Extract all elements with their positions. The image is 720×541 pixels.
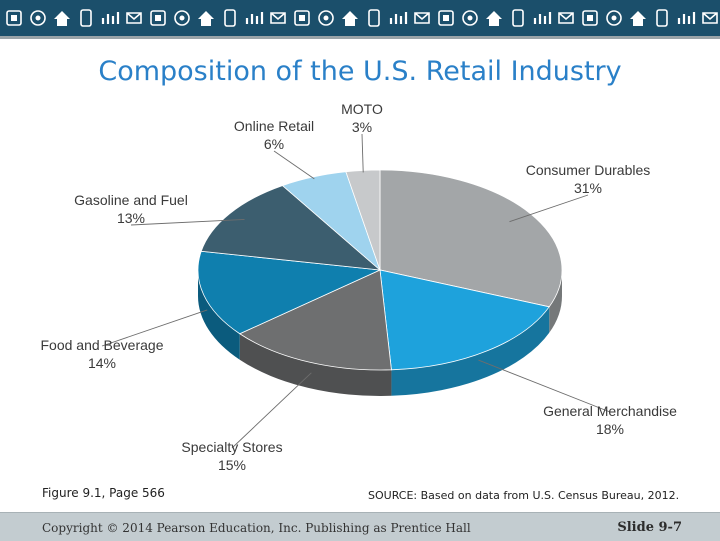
slice-label-specialty-stores: Specialty Stores	[181, 439, 282, 455]
pie-labels: Consumer Durables 31% General Merchandise 1…	[41, 101, 678, 473]
building-icon	[294, 10, 310, 26]
slice-label-consumer-durables: Consumer Durables	[526, 162, 651, 178]
slice-value-online-retail: 6%	[264, 136, 284, 152]
phone-icon	[174, 10, 190, 26]
page-title: Composition of the U.S. Retail Industry	[98, 56, 622, 87]
at-icon	[150, 10, 166, 26]
pie-side-food-and-beverage	[198, 270, 240, 360]
copyright-text: Copyright © 2014 Pearson Education, Inc.…	[42, 521, 471, 535]
tablet-icon	[30, 10, 46, 26]
house-icon	[80, 9, 92, 27]
phone-icon	[462, 10, 478, 26]
at-icon	[438, 10, 454, 26]
house-icon	[368, 9, 380, 27]
pie-side-general-merchandise	[391, 306, 550, 396]
slice-label-gasoline-and-fuel: Gasoline and Fuel	[74, 192, 188, 208]
gear-icon	[54, 11, 70, 26]
pie-sides	[198, 270, 562, 396]
leader-line-general-merchandise	[478, 359, 611, 413]
cart-icon	[414, 12, 430, 24]
gear-icon	[630, 11, 646, 26]
slice-value-gasoline-and-fuel: 13%	[117, 210, 145, 226]
building-icon	[6, 10, 22, 26]
slice-label-food-and-beverage: Food and Beverage	[41, 337, 164, 353]
leader-line-online-retail	[273, 150, 315, 180]
cloud-icon	[270, 12, 286, 24]
pie-slice-consumer-durables	[379, 169, 563, 308]
leader-line-moto	[361, 133, 364, 173]
leader-line-gasoline-and-fuel	[130, 218, 245, 226]
chart-icon	[198, 11, 214, 26]
cart-icon	[702, 12, 718, 24]
slice-label-online-retail: Online Retail	[234, 118, 314, 134]
pie-slice-gasoline-and-fuel	[200, 185, 382, 271]
figure-reference: Figure 9.1, Page 566	[42, 486, 165, 500]
source-note: SOURCE: Based on data from U.S. Census B…	[368, 489, 680, 502]
pie-side-specialty-stores	[239, 333, 392, 396]
banner-icon-strip	[6, 9, 718, 27]
slice-value-general-merchandise: 18%	[596, 421, 624, 437]
banner-divider	[0, 36, 720, 39]
slice-value-specialty-stores: 15%	[218, 457, 246, 473]
chart-icon	[486, 11, 502, 26]
mail-icon	[533, 12, 552, 24]
leader-line-specialty-stores	[231, 372, 312, 449]
cloud-icon	[558, 12, 574, 24]
house-icon	[656, 9, 668, 27]
globe-icon	[512, 9, 524, 27]
pie-slice-specialty-stores	[238, 269, 392, 371]
slice-label-general-merchandise: General Merchandise	[543, 403, 677, 419]
pie-slices	[197, 169, 563, 371]
pie-slice-food-and-beverage	[197, 250, 382, 335]
slice-label-moto: MOTO	[341, 101, 383, 117]
leader-line-food-and-beverage	[101, 309, 208, 347]
slide-number: Slide 9-7	[617, 520, 682, 535]
slice-value-moto: 3%	[352, 119, 372, 135]
pie-chart: Consumer Durables 31% General Merchandise 1…	[41, 101, 678, 473]
tablet-icon	[318, 10, 334, 26]
wifi-icon	[101, 12, 120, 24]
slice-value-food-and-beverage: 14%	[88, 355, 116, 371]
icon-banner	[0, 0, 720, 36]
pie-slice-general-merchandise	[379, 269, 550, 371]
mail-icon	[245, 12, 264, 24]
wifi-icon	[389, 12, 408, 24]
globe-icon	[224, 9, 236, 27]
leader-line-consumer-durables	[509, 194, 589, 223]
wifi-icon	[677, 12, 696, 24]
cart-icon	[126, 12, 142, 24]
tablet-icon	[606, 10, 622, 26]
pie-side-consumer-durables	[549, 270, 562, 333]
gear-icon	[342, 11, 358, 26]
footer-bar: Copyright © 2014 Pearson Education, Inc.…	[0, 512, 720, 541]
building-icon	[582, 10, 598, 26]
slice-value-consumer-durables: 31%	[574, 180, 602, 196]
